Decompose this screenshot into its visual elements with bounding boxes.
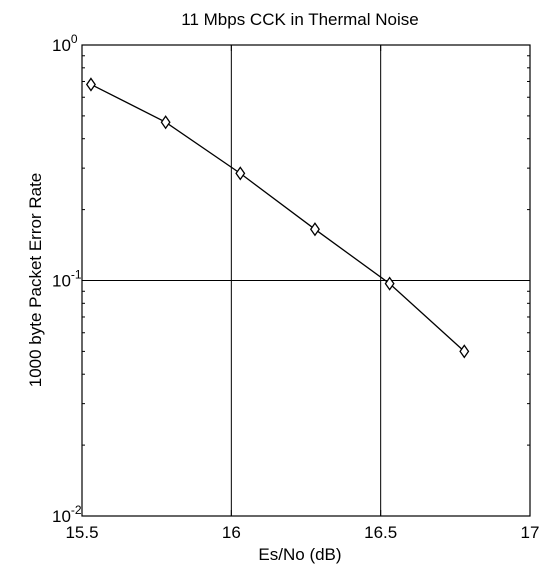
x-tick-label: 17 bbox=[521, 523, 539, 542]
y-tick-exponent: 0 bbox=[71, 32, 78, 46]
y-tick-label: 100 bbox=[52, 32, 78, 55]
y-tick-label: 10-2 bbox=[52, 503, 82, 526]
data-point-marker bbox=[384, 276, 395, 291]
x-tick-label: 15.5 bbox=[65, 523, 98, 542]
y-tick-exponent: -2 bbox=[71, 503, 82, 517]
data-point-marker bbox=[160, 115, 171, 130]
x-tick-label: 16.5 bbox=[364, 523, 397, 542]
y-axis-label: 1000 byte Packet Error Rate bbox=[26, 173, 45, 388]
data-point-marker bbox=[85, 77, 96, 92]
gridlines bbox=[82, 45, 530, 516]
x-tick-label: 16 bbox=[222, 523, 241, 542]
y-tick-exponent: -1 bbox=[71, 268, 82, 282]
tick-marks bbox=[81, 44, 531, 517]
y-tick-base: 10 bbox=[52, 507, 71, 526]
y-tick-base: 10 bbox=[52, 272, 71, 291]
data-point-marker bbox=[459, 344, 470, 359]
x-axis-label: Es/No (dB) bbox=[258, 545, 341, 564]
data-point-marker bbox=[235, 166, 246, 181]
y-tick-base: 10 bbox=[52, 36, 71, 55]
series-line bbox=[90, 83, 465, 352]
y-tick-label: 10-1 bbox=[52, 268, 82, 291]
data-point-marker bbox=[309, 222, 320, 237]
x-tick-labels: 15.5 16 16.5 17 bbox=[65, 523, 539, 542]
chart-title: 11 Mbps CCK in Thermal Noise bbox=[181, 10, 418, 29]
series-group bbox=[85, 77, 470, 359]
